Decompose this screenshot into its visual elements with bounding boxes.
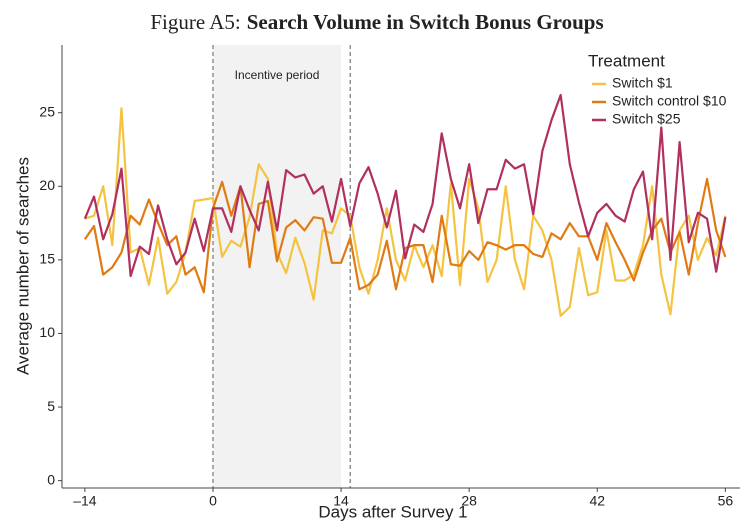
series-line <box>84 107 727 317</box>
y-tick-label: 0 <box>47 471 55 487</box>
chart-title: Figure A5: Search Volume in Switch Bonus … <box>150 10 603 34</box>
x-tick-label: 42 <box>589 493 605 509</box>
y-tick-label: 5 <box>47 398 55 414</box>
legend-label: Switch $25 <box>612 111 681 127</box>
legend-label: Switch $1 <box>612 75 673 91</box>
y-tick-label: 20 <box>39 177 55 193</box>
series-line <box>83 93 727 278</box>
x-axis-label: Days after Survey 1 <box>318 502 467 521</box>
x-tick-label: 56 <box>718 493 734 509</box>
x-tick-label: 14 <box>333 493 349 509</box>
x-tick-label: 0 <box>209 493 217 509</box>
series-line <box>83 177 727 294</box>
y-tick-label: 10 <box>39 324 55 340</box>
y-tick-label: 25 <box>39 103 55 119</box>
annotation: Incentive period <box>235 68 320 82</box>
title-text: Search Volume in Switch Bonus Groups <box>247 10 604 34</box>
x-tick-label: –14 <box>73 493 97 509</box>
legend-title: Treatment <box>588 51 665 70</box>
y-tick-label: 15 <box>39 251 55 267</box>
figure-label: Figure A5: <box>150 10 240 34</box>
shaded-period <box>212 45 342 488</box>
x-tick-label: 28 <box>461 493 477 509</box>
legend-label: Switch control $10 <box>612 93 727 109</box>
y-axis-label: Average number of searches <box>13 157 32 375</box>
